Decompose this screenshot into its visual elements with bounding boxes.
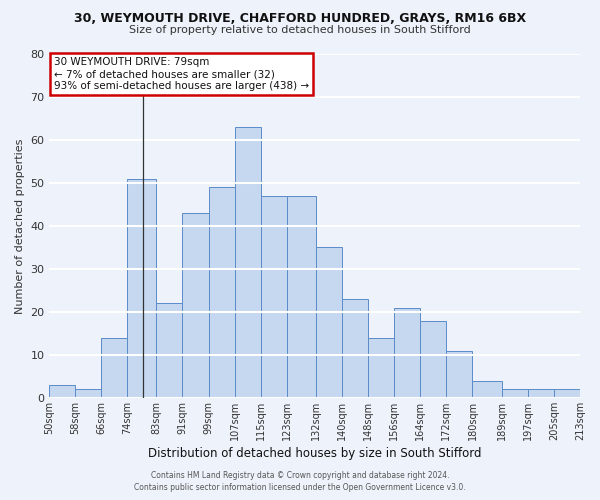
Bar (528, 390, 554, 398)
Bar (49, 385, 75, 398)
Bar (260, 196, 287, 398)
Bar (75, 390, 101, 398)
Bar (157, 304, 182, 398)
Bar (446, 350, 472, 398)
Text: Size of property relative to detached houses in South Stifford: Size of property relative to detached ho… (129, 25, 471, 35)
Bar (394, 308, 421, 398)
Text: 30, WEYMOUTH DRIVE, CHAFFORD HUNDRED, GRAYS, RM16 6BX: 30, WEYMOUTH DRIVE, CHAFFORD HUNDRED, GR… (74, 12, 526, 26)
Bar (502, 390, 528, 398)
Text: Contains HM Land Registry data © Crown copyright and database right 2024.
Contai: Contains HM Land Registry data © Crown c… (134, 471, 466, 492)
Bar (554, 390, 580, 398)
Bar (421, 320, 446, 398)
Bar (101, 338, 127, 398)
Bar (342, 299, 368, 398)
Bar (316, 248, 342, 398)
Y-axis label: Number of detached properties: Number of detached properties (15, 138, 25, 314)
X-axis label: Distribution of detached houses by size in South Stifford: Distribution of detached houses by size … (148, 447, 481, 460)
Bar (127, 178, 157, 398)
Bar (182, 213, 209, 398)
Bar (472, 380, 502, 398)
Text: 30 WEYMOUTH DRIVE: 79sqm
← 7% of detached houses are smaller (32)
93% of semi-de: 30 WEYMOUTH DRIVE: 79sqm ← 7% of detache… (54, 58, 309, 90)
Bar (209, 188, 235, 398)
Bar (368, 338, 394, 398)
Bar (287, 196, 316, 398)
Bar (235, 127, 260, 398)
